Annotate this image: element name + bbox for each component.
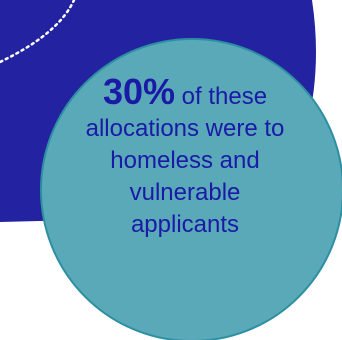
callout-first-line: 30% of these [40,74,330,113]
callout-line: allocations were to [85,115,285,142]
callout-line: applicants [130,211,240,238]
callout-line: homeless and [110,147,260,174]
dotted-arc [0,0,76,64]
callout-stat: 30% [102,71,175,112]
callout-line: vulnerable [129,179,241,206]
callout-text: 30% of these allocations were to homeles… [40,74,330,241]
callout-stat-suffix: of these [175,83,268,110]
callout-circle [40,38,342,340]
